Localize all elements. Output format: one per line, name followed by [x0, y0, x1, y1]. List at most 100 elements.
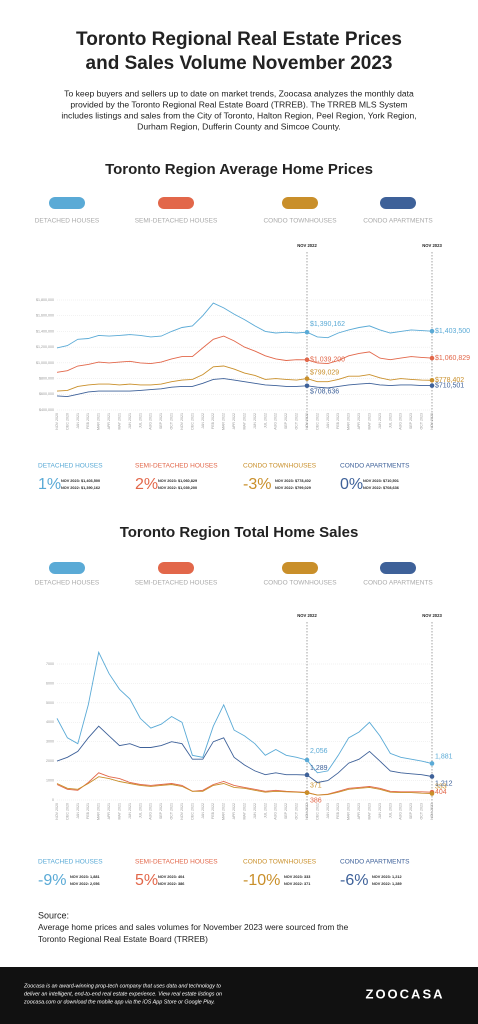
- legend-swatch: [49, 562, 85, 574]
- y-tick-label: $1,600,000: [36, 314, 54, 318]
- x-tick-label: JUL 2023: [388, 413, 392, 428]
- legend-label: CONDO TOWNHOUSES: [263, 580, 337, 587]
- stat-now: NOV 2023: $1,403,500: [61, 479, 100, 483]
- x-tick-label: FEB 2023: [336, 803, 340, 819]
- legend-label: SEMI-DETACHED HOUSES: [135, 218, 218, 225]
- x-tick-label: SEP 2022: [284, 803, 288, 819]
- value-label: 2,056: [310, 748, 328, 755]
- source-text: Average home prices and sales volumes fo…: [38, 922, 349, 932]
- x-tick-label: DEC 2021: [190, 413, 194, 430]
- vline-label: NOV 2022: [297, 613, 317, 618]
- x-tick-label: FEB 2022: [211, 803, 215, 819]
- stat-now: NOV 2023: $778,402: [275, 479, 311, 483]
- vline-label: NOV 2022: [297, 243, 317, 248]
- stat-now: NOV 2023: 1,881: [70, 875, 100, 879]
- point: [429, 377, 435, 383]
- legend-swatch: [158, 562, 194, 574]
- x-tick-label: JUN 2021: [128, 413, 132, 429]
- x-tick-label: MAY 2021: [117, 413, 121, 429]
- footer-text: deliver an intelligent, end-to-end real …: [24, 991, 222, 997]
- x-tick-label: MAY 2022: [242, 803, 246, 819]
- x-tick-label: MAR 2021: [97, 803, 101, 820]
- x-tick-label: SEP 2022: [284, 413, 288, 429]
- x-tick-label: JUL 2021: [138, 413, 142, 428]
- x-tick-label: JAN 2023: [326, 413, 330, 429]
- x-tick-label: FEB 2023: [336, 413, 340, 429]
- series-line: [56, 725, 433, 783]
- stat-before: NOV 2022: $1,039,200: [158, 486, 197, 490]
- y-tick-label: 0: [52, 798, 54, 802]
- point: [429, 383, 435, 388]
- x-tick-label: JAN 2021: [76, 413, 80, 429]
- stat-change: 1%: [38, 476, 61, 493]
- intro: includes listings and sales from the Cit…: [61, 110, 416, 120]
- value-label: $708,636: [310, 389, 339, 396]
- stat-now: NOV 2023: 404: [158, 875, 185, 879]
- legend-swatch: [158, 197, 194, 209]
- x-tick-label: MAR 2023: [347, 803, 351, 820]
- stat-name: CONDO TOWNHOUSES: [243, 859, 317, 866]
- vline-label: NOV 2023: [422, 613, 442, 618]
- logo: ZOOCASA: [366, 986, 445, 1001]
- y-tick-label: 5000: [46, 701, 54, 705]
- title: and Sales Volume November 2023: [86, 53, 393, 74]
- stat-name: CONDO APARTMENTS: [340, 859, 410, 866]
- legend-label: CONDO APARTMENTS: [363, 580, 433, 587]
- x-tick-label: FEB 2021: [86, 803, 90, 819]
- x-tick-label: MAY 2021: [117, 803, 121, 819]
- x-tick-label: APR 2021: [107, 413, 111, 429]
- title: Toronto Regional Real Estate Prices: [76, 29, 402, 50]
- value-label: 1,212: [435, 780, 453, 787]
- x-tick-label: APR 2022: [232, 413, 236, 429]
- y-tick-label: $600,000: [39, 392, 54, 396]
- value-label: $710,501: [435, 382, 464, 389]
- point: [304, 376, 310, 381]
- value-label: $1,403,500: [435, 328, 470, 335]
- y-tick-label: 2000: [46, 759, 54, 763]
- vline-label: NOV 2023: [422, 243, 442, 248]
- x-tick-label: NOV 2020: [55, 803, 59, 820]
- value-label: $1,060,829: [435, 355, 470, 362]
- x-tick-label: NOV 2020: [55, 413, 59, 430]
- series-line: [56, 378, 432, 398]
- x-tick-label: JAN 2023: [326, 803, 330, 819]
- point: [304, 383, 310, 389]
- y-tick-label: $400,000: [39, 408, 54, 412]
- x-tick-label: MAY 2023: [367, 803, 371, 819]
- x-tick-label: JUL 2022: [263, 413, 267, 428]
- intro: provided by the Toronto Regional Real Es…: [70, 99, 407, 109]
- y-tick-label: $1,200,000: [36, 345, 54, 349]
- legend-swatch: [282, 197, 318, 209]
- value-label: 371: [310, 783, 322, 790]
- stat-change: 5%: [135, 872, 158, 889]
- y-tick-label: 6000: [46, 681, 54, 685]
- stat-change: -6%: [340, 872, 368, 889]
- stat-before: NOV 2022: 2,056: [70, 882, 100, 886]
- x-tick-label: DEC 2020: [65, 803, 69, 820]
- x-tick-label: MAR 2021: [97, 413, 101, 430]
- y-tick-label: 1000: [46, 779, 54, 783]
- x-tick-label: AUG 2022: [274, 803, 278, 820]
- value-label: $1,039,200: [310, 357, 345, 364]
- x-tick-label: OCT 2023: [420, 803, 424, 820]
- x-tick-label: OCT 2021: [170, 803, 174, 820]
- point: [429, 774, 435, 779]
- y-tick-label: 3000: [46, 740, 54, 744]
- stat-before: NOV 2022: $708,636: [363, 486, 399, 490]
- point: [429, 761, 435, 766]
- x-tick-label: JUN 2021: [128, 803, 132, 819]
- legend-label: CONDO TOWNHOUSES: [263, 218, 337, 225]
- x-tick-label: AUG 2021: [149, 803, 153, 820]
- y-tick-label: $1,400,000: [36, 329, 54, 333]
- value-label: 1,289: [310, 765, 328, 772]
- series-line: [56, 650, 433, 774]
- y-tick-label: 4000: [46, 720, 54, 724]
- x-tick-label: APR 2021: [107, 803, 111, 819]
- x-tick-label: AUG 2023: [399, 803, 403, 820]
- x-tick-label: NOV 2021: [180, 803, 184, 820]
- y-tick-label: $800,000: [39, 377, 54, 381]
- stat-change: 0%: [340, 476, 363, 493]
- stat-before: NOV 2022: 1,289: [372, 882, 402, 886]
- series-line: [56, 772, 433, 796]
- stat-name: SEMI-DETACHED HOUSES: [135, 463, 218, 470]
